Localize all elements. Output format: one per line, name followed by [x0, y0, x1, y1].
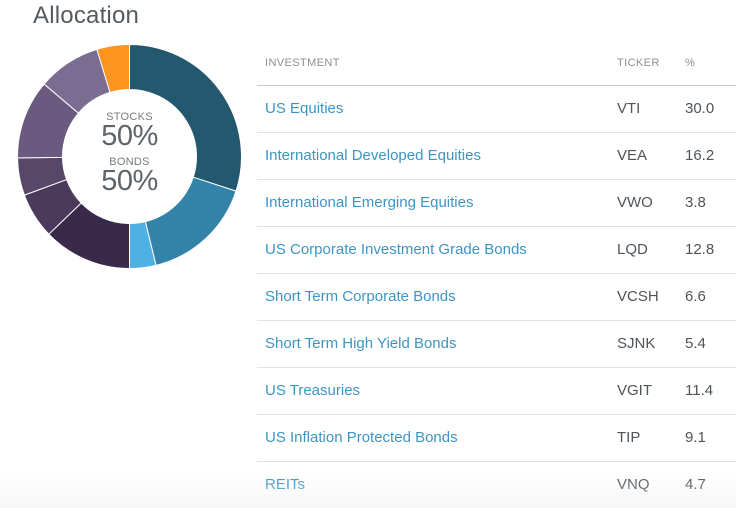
ticker-cell: VGIT	[617, 382, 653, 399]
ticker-cell: LQD	[617, 241, 648, 258]
percent-cell: 30.0	[685, 100, 715, 117]
ticker-cell: TIP	[617, 429, 641, 446]
donut-svg	[17, 44, 242, 269]
table-row: US Inflation Protected Bonds TIP 9.1	[257, 415, 736, 462]
table-row: International Developed Equities VEA 16.…	[257, 133, 736, 180]
percent-cell: 3.8	[685, 194, 706, 211]
table-row: Short Term High Yield Bonds SJNK 5.4	[257, 321, 736, 368]
page-title: Allocation	[33, 2, 140, 29]
header-ticker: TICKER	[617, 57, 660, 69]
donut-segment-us-equities[interactable]	[129, 44, 242, 192]
donut-segment-reits[interactable]	[96, 44, 130, 94]
percent-cell: 11.4	[685, 382, 714, 399]
investment-link[interactable]: US Equities	[265, 100, 344, 117]
table-row: REITs VNQ 4.7	[257, 462, 736, 508]
investment-link[interactable]: REITs	[265, 476, 306, 493]
investment-link[interactable]: International Developed Equities	[265, 147, 481, 164]
table-row: International Emerging Equities VWO 3.8	[257, 180, 736, 227]
ticker-cell: VEA	[617, 147, 648, 164]
investment-link[interactable]: Short Term High Yield Bonds	[265, 335, 457, 352]
allocation-table: INVESTMENT TICKER % US Equities VTI 30.0…	[257, 40, 736, 508]
ticker-cell: VWO	[617, 194, 653, 211]
ticker-cell: VTI	[617, 100, 641, 117]
investment-link[interactable]: Short Term Corporate Bonds	[265, 288, 456, 305]
percent-cell: 5.4	[685, 335, 706, 352]
investment-link[interactable]: US Treasuries	[265, 382, 361, 399]
investment-link[interactable]: International Emerging Equities	[265, 194, 474, 211]
table-row: US Corporate Investment Grade Bonds LQD …	[257, 227, 736, 274]
table-row: US Equities VTI 30.0	[257, 86, 736, 133]
donut-segment-international-developed-equities[interactable]	[144, 176, 237, 266]
percent-cell: 9.1	[685, 429, 706, 446]
allocation-donut-chart: STOCKS 50% BONDS 50%	[17, 44, 242, 269]
investment-link[interactable]: US Inflation Protected Bonds	[265, 429, 458, 446]
percent-cell: 12.8	[685, 241, 715, 258]
ticker-cell: VCSH	[617, 288, 659, 305]
table-row: Short Term Corporate Bonds VCSH 6.6	[257, 274, 736, 321]
ticker-cell: VNQ	[617, 476, 650, 493]
header-investment: INVESTMENT	[265, 57, 340, 69]
ticker-cell: SJNK	[617, 335, 656, 352]
percent-cell: 16.2	[685, 147, 715, 164]
table-row: US Treasuries VGIT 11.4	[257, 368, 736, 415]
percent-cell: 4.7	[685, 476, 706, 493]
percent-cell: 6.6	[685, 288, 706, 305]
table-header: INVESTMENT TICKER %	[257, 40, 736, 86]
header-percent: %	[685, 57, 696, 69]
investment-link[interactable]: US Corporate Investment Grade Bonds	[265, 241, 527, 258]
